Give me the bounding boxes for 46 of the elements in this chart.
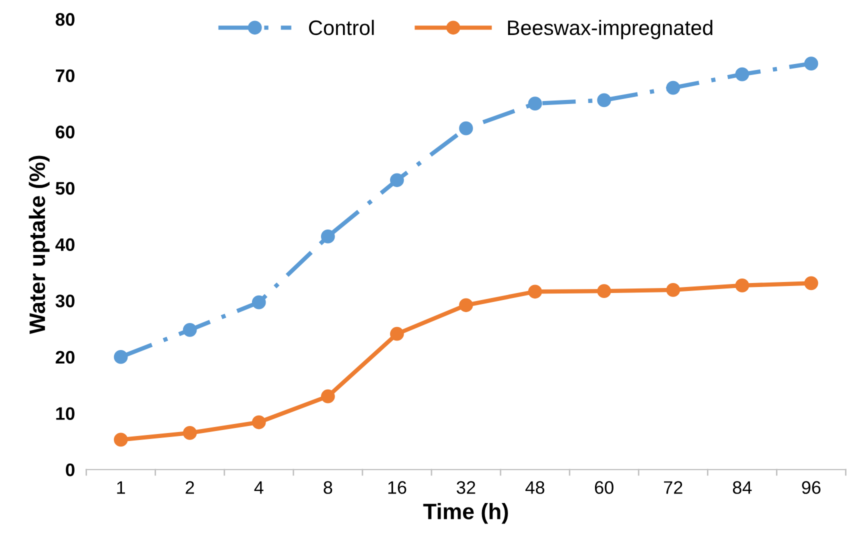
y-tick-label: 10 [56,407,74,420]
point [666,283,680,297]
point [804,56,818,71]
x-tick-label: 32 [456,481,476,494]
point [735,278,750,292]
y-axis-title: Water uptake (%) [28,156,50,334]
point [320,389,335,404]
x-tick-label: 2 [186,481,194,494]
point [597,93,612,108]
point [459,121,473,136]
point [459,298,473,312]
x-tick-label: 4 [254,481,264,494]
y-tick-label: 30 [56,294,74,308]
y-tick-label: 40 [55,238,74,252]
legend-label: Control [309,20,374,36]
point [182,322,197,337]
x-tick-label: 72 [664,481,682,494]
point [735,67,750,82]
point [252,415,266,430]
x-tick-label: 60 [594,481,614,494]
x-tick-label: 96 [802,481,820,494]
point [320,230,335,244]
point [390,173,404,188]
point [252,295,266,310]
x-tick-label: 8 [324,481,332,494]
point [114,432,128,447]
y-tick-label: 60 [56,126,74,138]
y-tick-label: 20 [56,350,74,364]
x-tick-label: 1 [117,481,125,494]
point [528,96,542,111]
x-tick-label: 16 [388,481,406,494]
point [390,326,404,341]
x-tick-label: 48 [525,481,544,494]
point [804,276,818,290]
y-tick-label: 70 [56,69,74,82]
x-axis-title: Time (h) [423,503,508,524]
point [114,350,128,364]
y-tick-label: 80 [56,13,74,26]
x-tick-label: 84 [732,481,752,494]
y-tick-label: 0 [66,463,74,476]
point [597,284,612,298]
legend-label: Beeswax-impregnated [508,20,712,40]
point [182,426,197,440]
point [528,284,542,299]
y-tick-label: 50 [56,182,74,195]
point [666,80,680,95]
